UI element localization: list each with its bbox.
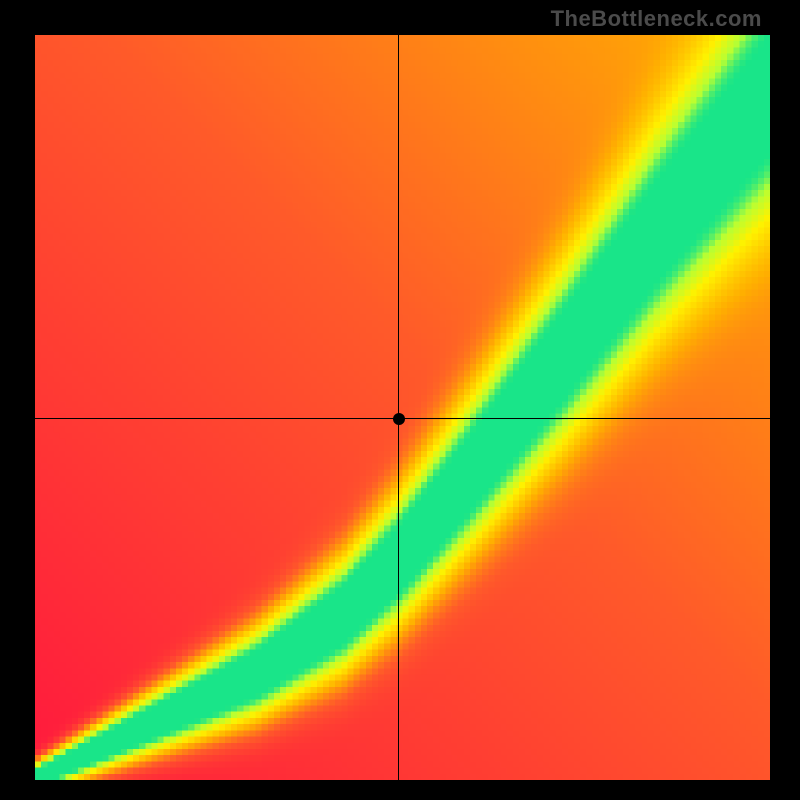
heatmap-plot xyxy=(35,35,770,780)
watermark-text: TheBottleneck.com xyxy=(551,6,762,32)
crosshair-vertical xyxy=(398,35,399,780)
crosshair-marker xyxy=(393,413,405,425)
heatmap-canvas xyxy=(35,35,770,780)
